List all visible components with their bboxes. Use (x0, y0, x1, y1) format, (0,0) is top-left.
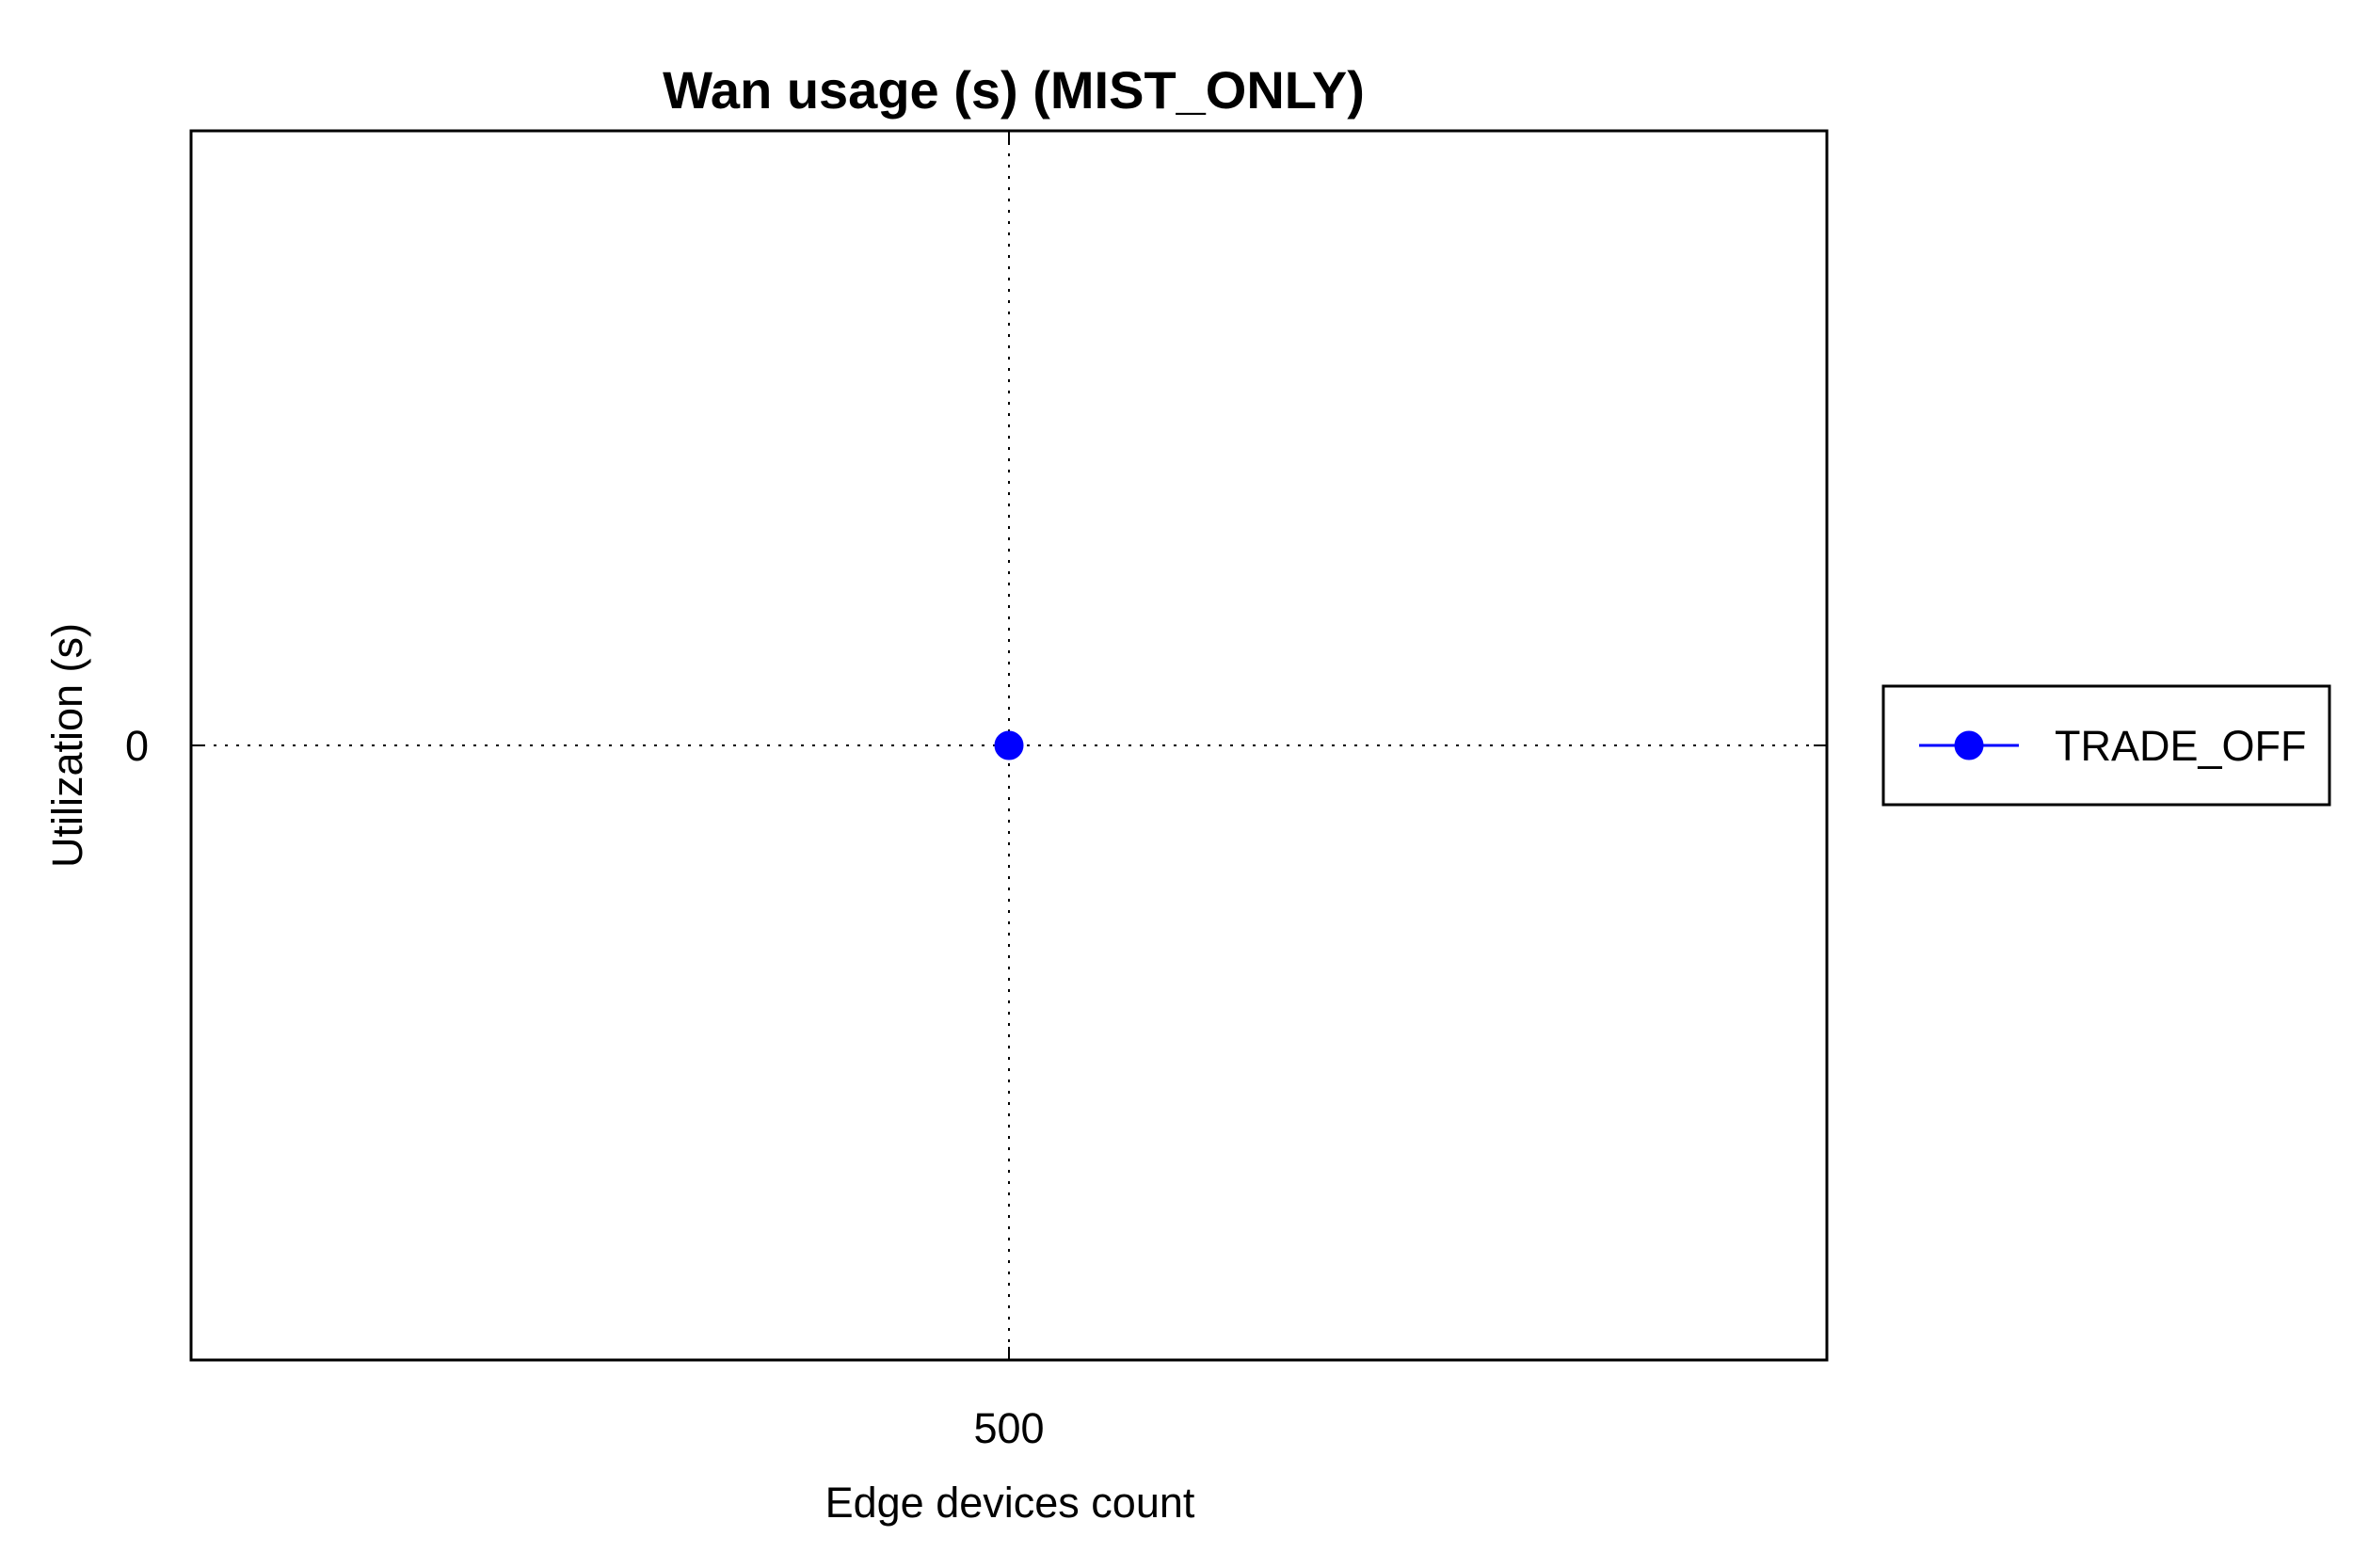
x-axis-label: Edge devices count (825, 1479, 1195, 1527)
axis-ticks: 500 0 (125, 131, 1827, 1452)
y-axis-label: Utilization (s) (43, 623, 91, 868)
legend-label-trade-off: TRADE_OFF (2055, 722, 2307, 770)
chart-title: Wan usage (s) (MIST_ONLY) (663, 60, 1365, 120)
legend: TRADE_OFF (1881, 684, 2331, 807)
grid-lines (191, 131, 1827, 1360)
x-tick-label: 500 (973, 1404, 1044, 1452)
y-tick-label: 0 (125, 722, 149, 770)
series-layer (994, 730, 1024, 760)
legend-marker-trade-off (1954, 730, 1984, 760)
data-point (994, 730, 1024, 760)
